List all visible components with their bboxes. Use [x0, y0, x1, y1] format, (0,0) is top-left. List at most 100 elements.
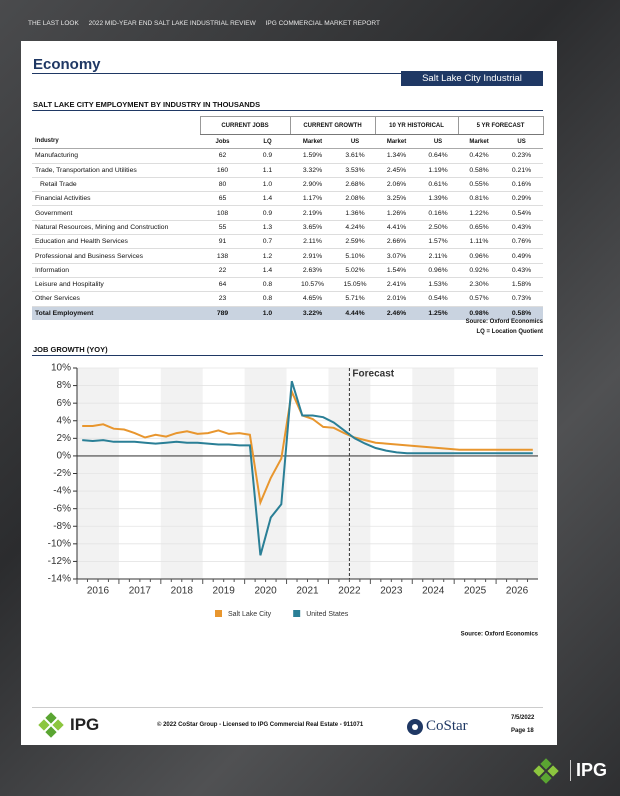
column-header: US [335, 134, 376, 150]
header-item: 2022 MID-YEAR END SALT LAKE INDUSTRIAL R… [88, 20, 256, 27]
market-badge: Salt Lake City Industrial [401, 71, 543, 86]
total-cell: 3.22% [290, 306, 335, 320]
table-cell: 1.19% [418, 163, 459, 178]
table-cell: 0.29% [500, 191, 544, 207]
table-cell: 3.61% [335, 148, 376, 164]
forecast-label: Forecast [352, 369, 394, 380]
table-cell: 64 [200, 277, 245, 293]
table-cell: 5.71% [335, 291, 376, 307]
table-cell: 1.11% [458, 234, 501, 250]
x-tick-label: 2022 [338, 586, 361, 597]
table-cell: 2.66% [375, 234, 419, 250]
table-cell: 3.53% [335, 163, 376, 178]
table-cell: Leisure and Hospitality [32, 277, 200, 293]
table-cell: 2.30% [458, 277, 501, 293]
table-cell: 4.41% [375, 220, 419, 236]
table-cell: 1.59% [290, 148, 335, 164]
table-cell: 1.34% [375, 148, 419, 164]
table-cell: 22 [200, 263, 245, 278]
table-row: Retail Trade 80 1.0 2.90% 2.68% 2.06% 0.61% 0.5… [32, 177, 544, 193]
table-cell: 5.10% [335, 248, 376, 264]
group-header: 5 YR FORECAST [457, 116, 544, 135]
x-tick-label: 2016 [87, 586, 110, 597]
table-cell: 1.57% [418, 234, 459, 250]
table-cell: Government [32, 205, 200, 221]
column-header: LQ [245, 134, 290, 150]
table-cell: 0.96% [458, 248, 501, 264]
column-header: US [418, 134, 459, 150]
table-cell: 1.0 [245, 177, 290, 193]
x-tick-label: 2018 [171, 586, 194, 597]
table-cell: 2.11% [290, 234, 335, 250]
table-cell: 0.8 [245, 277, 290, 293]
table-cell: Professional and Business Services [32, 248, 200, 264]
table-cell: 1.17% [290, 191, 335, 207]
column-header-row: Industry Jobs LQ Market US Market US Market US [32, 134, 544, 150]
costar-logo-text: CoStar [426, 718, 468, 734]
y-tick-label: -10% [48, 538, 71, 549]
table-cell: 3.32% [290, 163, 335, 178]
table-cell: 1.4 [245, 191, 290, 207]
table-cell: 138 [200, 248, 245, 264]
legend-swatch [215, 610, 222, 617]
table-cell: Trade, Transportation and Utilities [32, 163, 200, 178]
table-cell: 5.02% [335, 263, 376, 278]
group-header: CURRENT GROWTH [289, 116, 376, 135]
table-cell: 0.8 [245, 291, 290, 307]
legend-label: Salt Lake City [228, 611, 272, 618]
series-line [82, 380, 533, 556]
total-cell: 789 [200, 306, 245, 320]
title-rule [32, 73, 543, 74]
y-tick-label: 2% [57, 433, 72, 444]
x-tick-label: 2019 [213, 586, 236, 597]
table-cell: 0.54% [500, 205, 544, 221]
chart-rule [32, 355, 543, 356]
table-cell: 1.54% [375, 263, 419, 278]
table-cell: 0.23% [500, 148, 544, 164]
table-cell: 0.57% [458, 291, 501, 307]
table-cell: 0.61% [418, 177, 459, 193]
table-source: Source: Oxford Economics [465, 319, 543, 325]
corner-logo-icon [533, 758, 559, 784]
y-tick-label: -14% [48, 574, 71, 585]
legend-label: United States [306, 611, 349, 618]
copyright: © 2022 CoStar Group - Licensed to IPG Co… [157, 722, 364, 728]
table-cell: 0.81% [458, 191, 501, 207]
table-cell: 108 [200, 205, 245, 221]
ipg-logo-icon [38, 712, 64, 738]
report-date: 7/5/2022 [511, 715, 535, 721]
table-cell: 1.53% [418, 277, 459, 293]
table-cell: 62 [200, 148, 245, 164]
table-cell: Retail Trade [32, 177, 200, 193]
table-cell: Information [32, 263, 200, 278]
x-tick-label: 2023 [380, 586, 403, 597]
table-cell: 0.9 [245, 205, 290, 221]
group-header: 10 YR HISTORICAL [374, 116, 459, 135]
x-tick-label: 2024 [422, 586, 445, 597]
y-tick-label: 10% [51, 363, 71, 374]
y-tick-label: 4% [57, 415, 72, 426]
table-row: Information 22 1.4 2.63% 5.02% 1.54% 0.96% 0.92… [32, 263, 544, 278]
table-cell: 4.24% [335, 220, 376, 236]
chart: -14% -12% -10% -8% -6% -4% -2% 0% 2% 4% 6% 8% 10% 201… [48, 363, 539, 638]
table-cell: 2.19% [290, 205, 335, 221]
table-cell: 0.43% [500, 263, 544, 278]
top-bar: THE LAST LOOK 2022 MID-YEAR END SALT LAK… [28, 20, 388, 27]
column-header: Market [458, 134, 501, 150]
employment-table: CURRENT JOBS CURRENT GROWTH 10 YR HISTORIC… [32, 116, 544, 320]
total-cell: 0.58% [500, 306, 544, 320]
chart-title: JOB GROWTH (YOY) [33, 345, 108, 354]
table-cell: 2.45% [375, 163, 419, 178]
table-cell: 1.36% [335, 205, 376, 221]
table-cell: 0.76% [500, 234, 544, 250]
footer-rule [32, 707, 543, 708]
y-tick-label: 0% [57, 451, 72, 462]
table-cell: 3.65% [290, 220, 335, 236]
x-tick-label: 2021 [296, 586, 319, 597]
table-cell: 2.90% [290, 177, 335, 193]
table-cell: 2.63% [290, 263, 335, 278]
table-cell: 1.2 [245, 248, 290, 264]
table-cell: 0.64% [418, 148, 459, 164]
x-tick-label: 2020 [254, 586, 277, 597]
table-cell: 1.58% [500, 277, 544, 293]
